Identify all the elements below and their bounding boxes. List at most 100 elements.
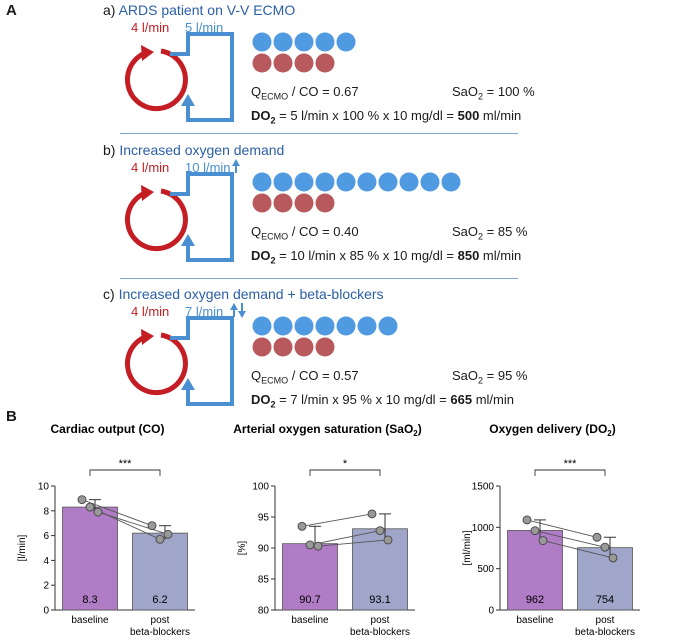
y-tick-label: 10 [38, 482, 50, 493]
data-point [93, 507, 103, 517]
y-tick-label: 8 [43, 506, 49, 517]
oxygenated-blood-circle [357, 316, 377, 336]
cardiac-flow-label: 4 l/min [131, 20, 170, 35]
circulation-diagram [125, 303, 398, 406]
scenario-title-text: Increased oxygen demand + beta-blockers [118, 286, 384, 302]
deoxygenated-blood-circle [252, 337, 272, 357]
panel-b-label: B [6, 408, 17, 425]
cardiac-flow-label: 4 l/min [131, 304, 170, 319]
y-axis-label: [%] [237, 541, 248, 556]
deoxygenated-blood-circle [252, 193, 272, 213]
data-point [297, 521, 307, 531]
y-tick-label: 1500 [472, 482, 495, 493]
oxygenated-blood-circle [315, 172, 335, 192]
bar [62, 506, 118, 611]
x-category-label: beta-blockers [575, 627, 635, 638]
oxygenated-blood-circle [294, 32, 314, 52]
cardiac-flow-label: 4 l/min [131, 160, 170, 175]
bar-value-label: 962 [526, 594, 544, 606]
oxygenated-blood-circle [294, 172, 314, 192]
do2-formula: DO2 = 7 l/min x 95 % x 10 mg/dl = 665 ml… [251, 392, 514, 410]
paired-line [309, 530, 381, 546]
ecmo-flow-label: 10 l/min [185, 160, 231, 175]
oxygenated-blood-circle [252, 172, 272, 192]
y-tick-label: 500 [477, 564, 494, 575]
data-point [530, 526, 540, 536]
paired-line [301, 513, 373, 527]
oxygenated-blood-circle [294, 316, 314, 336]
chart-2: Oxygen delivery (DO2) 0 500 1000 1500 [ml/min… [462, 422, 640, 638]
x-category-label: beta-blockers [350, 627, 410, 638]
deoxygenated-blood-circle [315, 193, 335, 213]
significance-bracket [89, 469, 161, 476]
oxygenated-blood-circle [315, 32, 335, 52]
y-tick-label: 90 [258, 544, 270, 555]
significance-bracket [309, 469, 381, 476]
circulation-diagram [125, 159, 461, 262]
ecmo-flow-label: 5 l/min [185, 20, 224, 35]
y-tick-label: 6 [43, 531, 49, 542]
oxygenated-blood-circle [441, 172, 461, 192]
significance-marker: * [343, 458, 348, 470]
bar [132, 532, 188, 611]
scenario-title: c) Increased oxygen demand + beta-blocke… [103, 286, 384, 302]
significance-bracket [534, 469, 606, 476]
x-category-label: baseline [291, 615, 329, 626]
bar-value-label: 93.1 [369, 594, 390, 606]
ecmo-circuit-loop [170, 316, 234, 406]
oxygenated-blood-circle [378, 316, 398, 336]
sao2-value: SaO2 = 95 % [452, 368, 528, 386]
oxygenated-blood-circle [336, 172, 356, 192]
deoxygenated-blood-circle [273, 337, 293, 357]
do2-formula: DO2 = 10 l/min x 85 % x 10 mg/dl = 850 m… [251, 248, 522, 266]
significance-marker: *** [119, 458, 133, 470]
divider-line [120, 278, 518, 279]
y-tick-label: 4 [43, 556, 49, 567]
cardiac-circulation-arc [125, 329, 188, 396]
ecmo-circuit-loop [170, 172, 234, 262]
data-point [85, 502, 95, 512]
scenario-title-text: Increased oxygen demand [119, 142, 285, 158]
bar-value-label: 90.7 [299, 594, 320, 606]
circulation-diagram [125, 32, 356, 122]
qecmo-ratio: QECMO / CO = 0.67 [251, 84, 359, 102]
scenario-prefix: a) [103, 2, 119, 18]
increase-arrow-icon [232, 159, 240, 173]
data-point [147, 521, 157, 531]
bar-value-label: 6.2 [152, 594, 167, 606]
y-tick-label: 80 [258, 606, 270, 617]
oxygenated-blood-circle [378, 172, 398, 192]
x-category-label: post [151, 615, 170, 626]
deoxygenated-blood-circle [294, 53, 314, 73]
ecmo-flow-label: 7 l/min [185, 304, 224, 319]
oxygenated-blood-circle [252, 32, 272, 52]
data-point [155, 534, 165, 544]
ecmo-circuit-loop [170, 32, 234, 122]
x-category-label: post [371, 615, 390, 626]
chart-1: Arterial oxygen saturation (SaO2) 80 85 90 9… [233, 422, 422, 638]
y-tick-label: 100 [252, 482, 269, 493]
y-axis-label: [l/min] [17, 534, 28, 561]
paired-line [534, 530, 606, 548]
deoxygenated-blood-circle [273, 53, 293, 73]
data-point [313, 541, 323, 551]
scenario-prefix: b) [103, 142, 120, 158]
y-tick-label: 95 [258, 513, 270, 524]
deoxygenated-blood-circle [315, 53, 335, 73]
panel-a-label: A [6, 2, 17, 19]
data-point [367, 509, 377, 519]
bar-value-label: 754 [596, 594, 614, 606]
data-point [592, 532, 602, 542]
bar [577, 547, 633, 611]
oxygenated-blood-circle [357, 172, 377, 192]
significance-marker: *** [564, 458, 578, 470]
data-point [383, 535, 393, 545]
chart-0: Cardiac output (CO) 0 2 4 6 8 10 [l/min] 8.3 base… [17, 422, 195, 638]
deoxygenated-blood-circle [315, 337, 335, 357]
bar [507, 530, 563, 611]
deoxygenated-blood-circle [294, 337, 314, 357]
data-point [538, 536, 548, 546]
paired-line [317, 539, 389, 547]
oxygenated-blood-circle [315, 316, 335, 336]
paired-line [97, 511, 169, 535]
